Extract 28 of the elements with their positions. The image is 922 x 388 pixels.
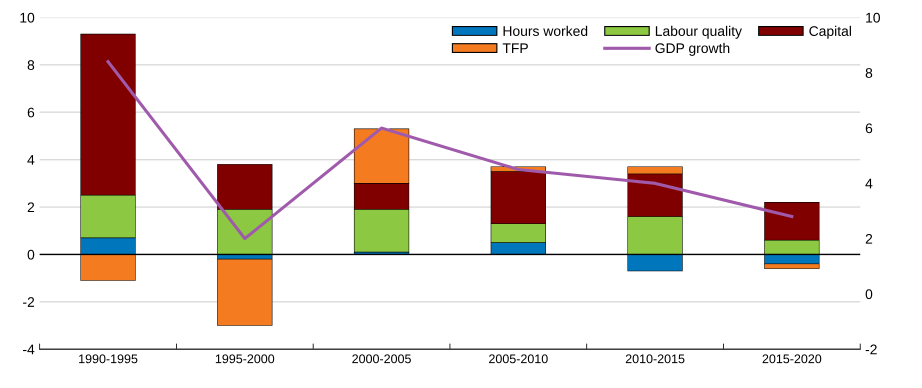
y-tick-label: 2 [28,202,34,212]
y2-tick-label: 8 [866,68,872,78]
y2-tick-label: 4 [865,178,872,188]
bar [217,258,272,326]
y-tick-label: 8 [28,60,34,70]
y-tick-label: -4 [23,344,34,354]
legend-label: GDP growth [655,42,730,56]
y-tick-label: -2 [23,297,34,307]
legend-label: TFP [502,43,528,53]
legend-label: Labour quality [656,26,742,39]
legend-label: Hours worked [504,26,588,36]
x-tick-label: 2015-2020 [762,354,822,364]
y-tick-label: 0 [28,250,34,260]
y2-tick-label: 10 [866,12,880,23]
y2-tick-label: 2 [866,234,872,244]
x-tick-label: 2000-2005 [352,354,411,364]
y2-tick-label: -2 [866,344,877,354]
y2-tick-label: 0 [866,289,872,300]
x-tick-label: 1995-2000 [216,354,274,364]
x-tick-label: 2010-2015 [626,354,684,364]
y-tick-label: 6 [28,108,34,118]
y2-tick-label: 6 [866,123,872,134]
x-tick-label: 1990-1995 [79,354,138,364]
line-series [106,60,794,240]
x-tick-label: 2005-2010 [489,354,548,364]
y-tick-label: 10 [20,12,34,23]
legend-label: Capital [809,26,851,39]
y-tick-label: 4 [27,155,34,165]
